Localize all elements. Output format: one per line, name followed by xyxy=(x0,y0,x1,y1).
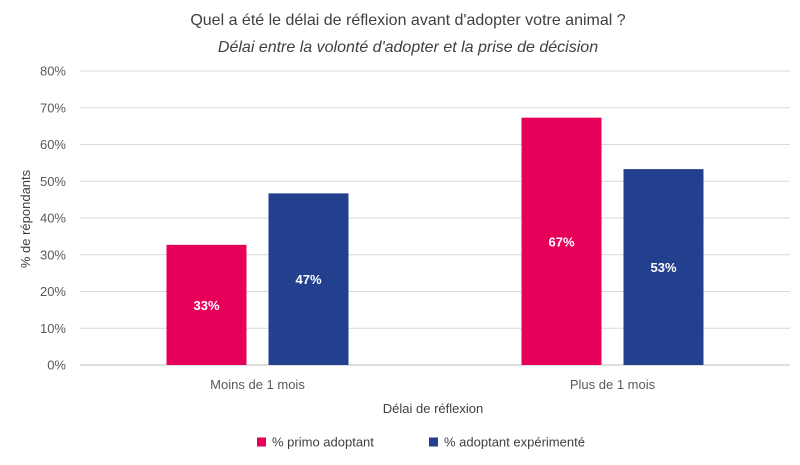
bar xyxy=(521,117,602,365)
bar xyxy=(268,193,349,365)
data-label: 47% xyxy=(295,272,321,287)
legend: % primo adoptant % adoptant expérimenté xyxy=(257,435,585,450)
data-label: 67% xyxy=(548,234,574,249)
y-axis-label: % de répondants xyxy=(18,169,33,268)
y-tick-label: 70% xyxy=(40,100,66,115)
chart-title: Quel a été le délai de réflexion avant d… xyxy=(190,12,625,29)
y-tick-label: 20% xyxy=(40,284,66,299)
y-tick-label: 0% xyxy=(47,358,66,373)
y-tick-label: 10% xyxy=(40,321,66,336)
chart-subtitle: Délai entre la volonté d'adopter et la p… xyxy=(218,39,598,56)
y-tick-label: 30% xyxy=(40,247,66,262)
y-tick-label: 60% xyxy=(40,137,66,152)
legend-label: % primo adoptant xyxy=(272,435,374,450)
bar xyxy=(166,244,247,365)
legend-label: % adoptant expérimenté xyxy=(444,435,585,450)
x-tick-label: Moins de 1 mois xyxy=(210,377,305,392)
bar xyxy=(623,169,704,365)
x-tick-label: Plus de 1 mois xyxy=(570,377,656,392)
data-labels: 33% 47% 67% 53% xyxy=(193,234,676,313)
y-tick-label: 50% xyxy=(40,174,66,189)
data-label: 53% xyxy=(650,260,676,275)
y-axis-ticks: 0% 10% 20% 30% 40% 50% 60% 70% 80% xyxy=(40,64,66,373)
legend-swatch xyxy=(429,437,438,447)
bars xyxy=(166,117,704,365)
x-axis-label: Délai de réflexion xyxy=(383,401,483,416)
data-label: 33% xyxy=(193,298,219,313)
legend-swatch xyxy=(257,437,266,447)
y-tick-label: 80% xyxy=(40,64,66,79)
x-axis-ticks: Moins de 1 mois Plus de 1 mois xyxy=(210,377,655,392)
y-tick-label: 40% xyxy=(40,211,66,226)
